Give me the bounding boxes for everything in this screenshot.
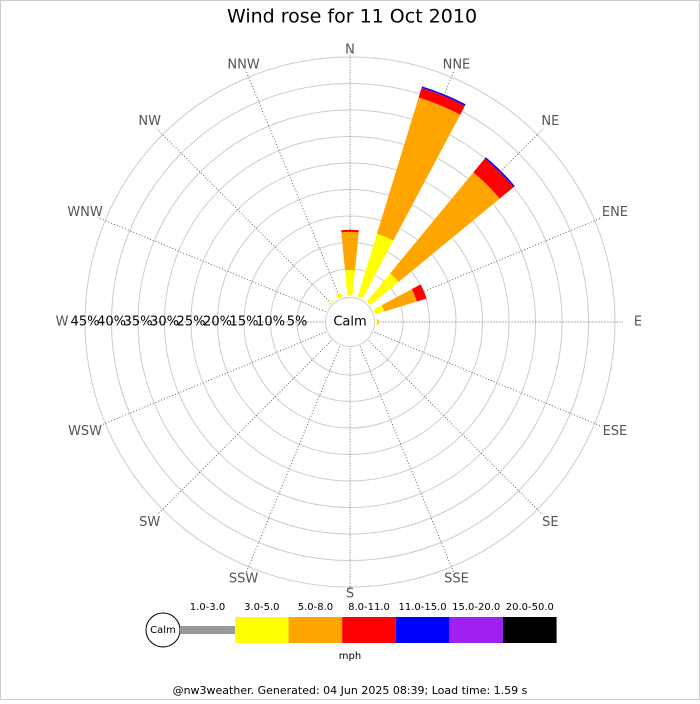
wind-segment bbox=[376, 319, 377, 324]
legend-label: 3.0-5.0 bbox=[244, 602, 279, 613]
wind-segment bbox=[377, 319, 378, 324]
legend-swatch bbox=[396, 617, 450, 643]
ring-label: 35% bbox=[124, 315, 153, 330]
direction-label: N bbox=[345, 43, 355, 58]
legend-label: 20.0-50.0 bbox=[506, 602, 554, 613]
legend-swatch bbox=[289, 617, 343, 643]
legend-swatch bbox=[449, 617, 503, 643]
direction-label: E bbox=[634, 315, 642, 330]
ring-label: 5% bbox=[287, 315, 308, 330]
ring-label: 40% bbox=[97, 315, 126, 330]
direction-label: S bbox=[346, 587, 354, 602]
legend-swatch bbox=[503, 617, 557, 643]
direction-label: WNW bbox=[67, 205, 103, 220]
direction-label: ESE bbox=[603, 424, 628, 439]
legend-calm-label: Calm bbox=[150, 625, 176, 636]
ring-label: 10% bbox=[256, 315, 285, 330]
ring-label: 30% bbox=[150, 315, 179, 330]
direction-label: NE bbox=[541, 114, 559, 129]
direction-label: SSW bbox=[229, 571, 259, 586]
legend-swatch bbox=[180, 626, 235, 634]
direction-label: NNW bbox=[227, 58, 259, 73]
legend-title: mph bbox=[339, 651, 361, 662]
direction-label: SSE bbox=[444, 571, 469, 586]
direction-label: NW bbox=[138, 114, 161, 129]
legend-label: 5.0-8.0 bbox=[298, 602, 333, 613]
direction-label: ENE bbox=[602, 205, 628, 220]
legend-label: 1.0-3.0 bbox=[190, 602, 225, 613]
chart-title: Wind rose for 11 Oct 2010 bbox=[227, 6, 477, 28]
ring-label: 25% bbox=[177, 315, 206, 330]
direction-label: W bbox=[56, 315, 69, 330]
direction-label: WSW bbox=[68, 424, 102, 439]
legend-swatch bbox=[342, 617, 396, 643]
legend-label: 15.0-20.0 bbox=[452, 602, 500, 613]
legend-label: 11.0-15.0 bbox=[399, 602, 447, 613]
direction-label: SE bbox=[542, 515, 558, 530]
direction-label: SW bbox=[139, 515, 160, 530]
footer: @nw3weather. Generated: 04 Jun 2025 08:3… bbox=[173, 684, 528, 697]
ring-label: 15% bbox=[230, 315, 259, 330]
ring-label: 20% bbox=[203, 315, 232, 330]
ring-label: 45% bbox=[71, 315, 100, 330]
direction-label: NNE bbox=[443, 58, 471, 73]
legend-label: 8.0-11.0 bbox=[348, 602, 390, 613]
calm-label: Calm bbox=[333, 315, 366, 330]
legend-swatch bbox=[235, 617, 289, 643]
